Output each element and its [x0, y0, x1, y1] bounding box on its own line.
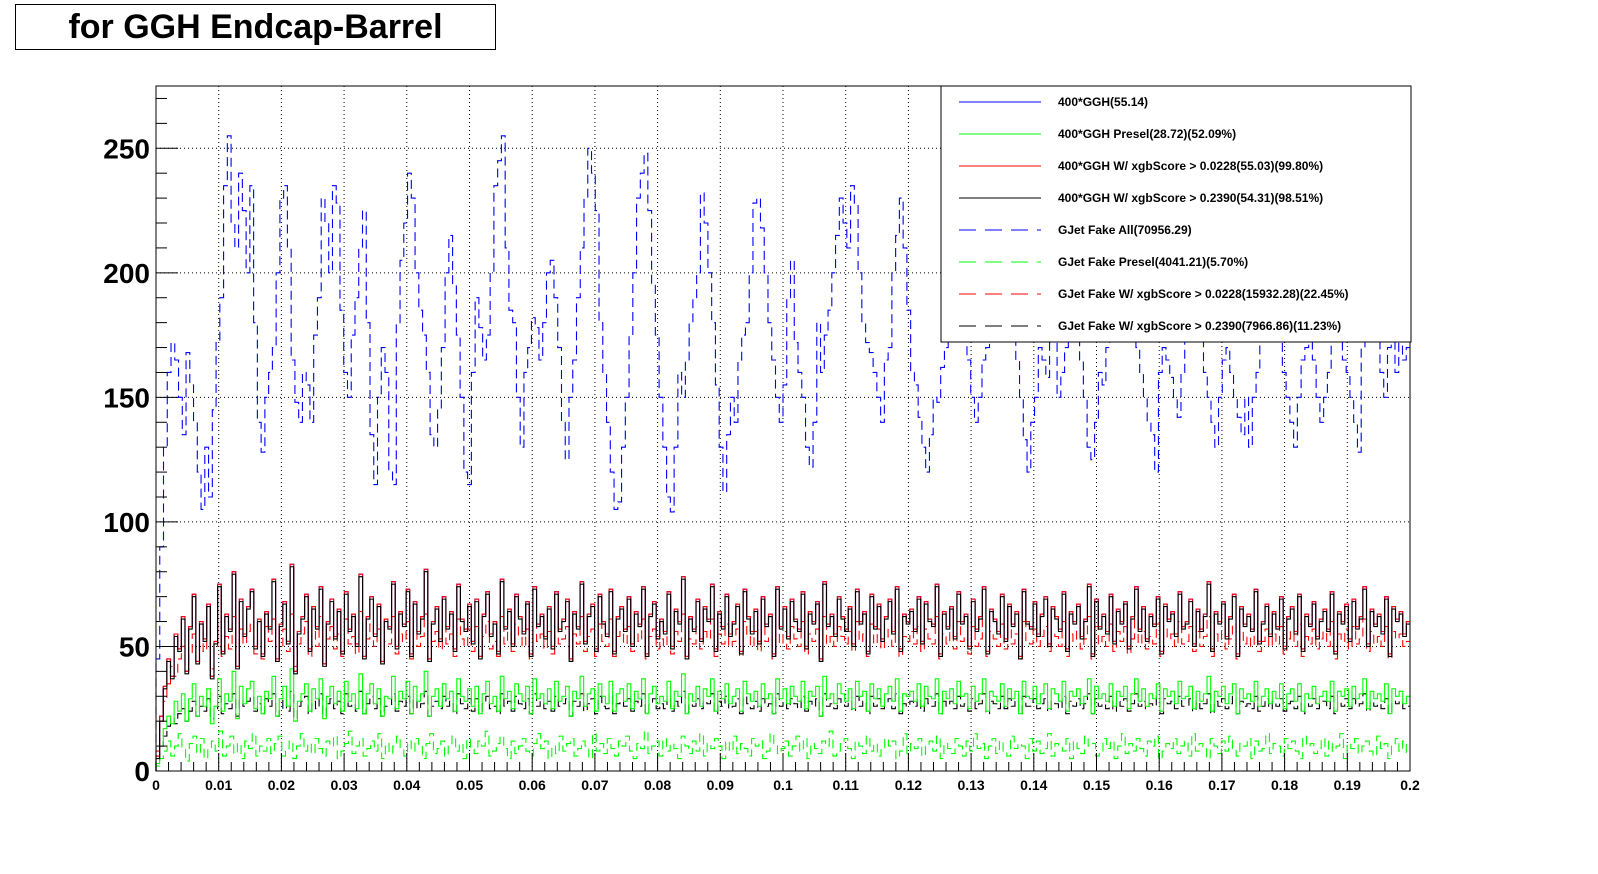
y-tick-label: 200	[103, 258, 150, 289]
x-tick-label: 0.14	[1020, 777, 1047, 793]
x-tick-label: 0.18	[1271, 777, 1298, 793]
x-tick-label: 0.03	[330, 777, 357, 793]
y-tick-label: 50	[119, 631, 150, 662]
legend-label: 400*GGH W/ xgbScore > 0.2390(54.31)(98.5…	[1058, 191, 1323, 205]
x-tick-label: 0.06	[519, 777, 546, 793]
x-tick-label: 0.12	[895, 777, 922, 793]
x-tick-label: 0.15	[1083, 777, 1110, 793]
x-tick-label: 0.16	[1146, 777, 1173, 793]
series-line-7	[155, 690, 1410, 771]
y-tick-label: 0	[134, 756, 150, 787]
x-tick-label: 0.2	[1400, 777, 1420, 793]
x-tick-label: 0.04	[393, 777, 420, 793]
x-tick-label: 0.19	[1334, 777, 1361, 793]
x-tick-label: 0.02	[268, 777, 295, 793]
legend-label: 400*GGH(55.14)	[1058, 95, 1148, 109]
x-tick-label: 0.07	[581, 777, 608, 793]
legend-label: GJet Fake All(70956.29)	[1058, 223, 1192, 237]
axes: 0 0.01 0.02 0.03 0.04 0.05 0.06 0.07 0.08 0.09 0.1…	[103, 97, 1420, 793]
y-tick-label: 100	[103, 507, 150, 538]
legend-label: 400*GGH Presel(28.72)(52.09%)	[1058, 127, 1236, 141]
x-tick-label: 0.09	[707, 777, 734, 793]
x-tick-label: 0.05	[456, 777, 483, 793]
x-tick-label: 0.11	[832, 777, 859, 793]
series-line-5	[155, 730, 1410, 771]
series-line-1	[155, 668, 1410, 771]
chart-title: for GGH Endcap-Barrel	[68, 7, 443, 46]
x-tick-label: 0.1	[773, 777, 793, 793]
legend-label: 400*GGH W/ xgbScore > 0.0228(55.03)(99.8…	[1058, 159, 1323, 173]
series-line-3	[155, 566, 1410, 771]
legend-label: GJet Fake W/ xgbScore > 0.0228(15932.28)…	[1058, 287, 1349, 301]
y-tick-label: 250	[103, 133, 150, 164]
x-tick-label: 0.08	[644, 777, 671, 793]
y-tick-label: 150	[103, 382, 150, 413]
legend: 400*GGH(55.14) 400*GGH Presel(28.72)(52.0…	[940, 85, 1412, 343]
legend-label: GJet Fake W/ xgbScore > 0.2390(7966.86)(…	[1058, 319, 1341, 333]
x-tick-label: 0	[152, 777, 160, 793]
chart-title-box: for GGH Endcap-Barrel	[15, 4, 496, 50]
x-tick-label: 0.13	[957, 777, 984, 793]
legend-label: GJet Fake Presel(4041.21)(5.70%)	[1058, 255, 1248, 269]
x-tick-label: 0.01	[205, 777, 232, 793]
legend-box	[940, 85, 1412, 343]
x-tick-label: 0.17	[1208, 777, 1235, 793]
